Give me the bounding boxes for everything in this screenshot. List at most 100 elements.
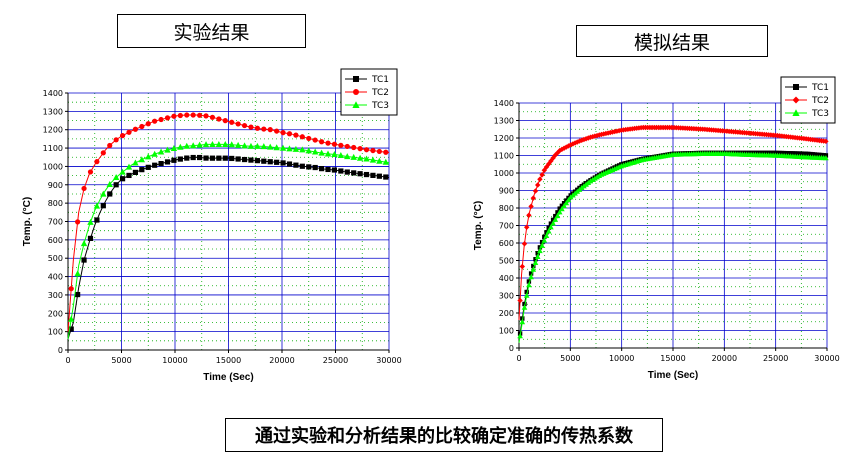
legend: TC1 TC2 TC3 bbox=[340, 68, 398, 116]
data-point-tc2 bbox=[145, 121, 151, 127]
data-point-tc3 bbox=[587, 178, 594, 184]
y-tick-label: 1100 bbox=[494, 152, 514, 161]
data-point-tc3 bbox=[548, 224, 554, 230]
data-point-tc1 bbox=[68, 326, 74, 332]
data-point-tc2 bbox=[312, 137, 318, 143]
x-tick-label: 30000 bbox=[376, 356, 401, 365]
data-point-tc2 bbox=[209, 114, 216, 120]
data-point-tc1 bbox=[203, 155, 209, 161]
data-point-tc2 bbox=[254, 125, 260, 131]
data-point-tc1 bbox=[383, 174, 389, 180]
data-point-tc1 bbox=[535, 251, 540, 256]
data-point-tc1 bbox=[119, 176, 126, 182]
data-point-tc1 bbox=[184, 155, 190, 161]
data-point-tc3 bbox=[241, 142, 248, 149]
y-tick-label: 900 bbox=[48, 181, 63, 190]
data-point-tc3 bbox=[550, 220, 556, 226]
data-point-tc3 bbox=[526, 282, 532, 288]
data-point-tc2 bbox=[241, 122, 248, 129]
caption: 通过实验和分析结果的比较确定准确的传热系数 bbox=[225, 418, 663, 452]
data-point-tc3 bbox=[183, 142, 190, 149]
data-point-tc3 bbox=[382, 158, 389, 165]
x-tick-label: 5000 bbox=[111, 356, 131, 365]
data-point-tc2 bbox=[338, 142, 344, 148]
simulation-results-chart: 0 100 200 300 400 500 600 700 800 900 1000 1100 1200… bbox=[473, 76, 840, 381]
data-point-tc1 bbox=[531, 263, 536, 269]
y-tick-label: 1000 bbox=[43, 162, 63, 171]
data-point-tc2 bbox=[517, 297, 523, 304]
data-point-tc3 bbox=[68, 315, 75, 322]
data-point-tc1 bbox=[216, 155, 222, 161]
axes: 0 100 200 300 400 500 600 700 800 900 1000 1100 1200… bbox=[494, 99, 840, 363]
data-point-tc3 bbox=[215, 141, 223, 147]
data-point-tc3 bbox=[100, 190, 107, 197]
data-point-tc2 bbox=[318, 139, 325, 145]
data-point-tc3 bbox=[537, 247, 543, 254]
data-point-tc2 bbox=[351, 144, 357, 151]
data-point-tc3 bbox=[157, 148, 165, 155]
data-point-tc2 bbox=[190, 112, 196, 118]
data-point-tc3 bbox=[299, 146, 306, 153]
legend-label-tc3: TC3 bbox=[811, 109, 829, 119]
data-point-tc1 bbox=[803, 151, 809, 156]
data-point-tc1 bbox=[81, 257, 87, 263]
data-point-tc2 bbox=[203, 113, 209, 119]
data-point-tc1 bbox=[229, 155, 235, 162]
data-point-tc1 bbox=[524, 289, 529, 295]
y-tick-label: 1000 bbox=[494, 169, 514, 178]
data-point-tc2 bbox=[222, 118, 228, 124]
data-point-tc3 bbox=[318, 149, 325, 156]
grid bbox=[68, 92, 390, 350]
data-point-tc3 bbox=[228, 141, 235, 148]
data-point-tc3 bbox=[279, 144, 287, 151]
data-point-tc3 bbox=[125, 163, 133, 170]
y-tick-label: 200 bbox=[48, 309, 63, 318]
data-point-tc3 bbox=[286, 145, 293, 152]
legend-marker-tc3 bbox=[792, 109, 800, 116]
data-point-tc1 bbox=[94, 217, 100, 223]
data-point-tc3 bbox=[202, 141, 210, 148]
y-tick-label: 700 bbox=[48, 218, 63, 227]
data-point-tc3 bbox=[234, 141, 242, 148]
data-point-tc3 bbox=[267, 143, 274, 150]
x-axis-label: Time (Sec) bbox=[203, 372, 253, 383]
legend-marker-tc2 bbox=[792, 96, 800, 104]
data-point-tc2 bbox=[126, 129, 132, 135]
data-point-tc2 bbox=[100, 150, 106, 156]
data-point-tc3 bbox=[112, 174, 120, 181]
data-point-tc2 bbox=[235, 121, 241, 127]
data-point-tc2 bbox=[139, 123, 145, 130]
x-tick-label: 15000 bbox=[660, 354, 685, 363]
data-point-tc2 bbox=[535, 182, 541, 188]
data-point-tc3 bbox=[530, 266, 537, 272]
data-point-tc2 bbox=[306, 135, 312, 142]
data-point-tc3 bbox=[164, 146, 171, 153]
data-point-tc2 bbox=[171, 113, 177, 119]
data-point-tc2 bbox=[152, 118, 158, 124]
data-point-tc2 bbox=[164, 115, 171, 121]
y-tick-label: 200 bbox=[499, 309, 514, 318]
y-axis-label: Temp. (°C) bbox=[473, 201, 484, 250]
data-point-tc3 bbox=[344, 153, 351, 160]
data-point-tc1 bbox=[814, 152, 820, 157]
data-point-tc2 bbox=[229, 119, 235, 125]
data-point-tc2 bbox=[543, 164, 550, 170]
data-point-tc2 bbox=[286, 131, 293, 137]
data-point-tc1 bbox=[177, 156, 183, 162]
y-tick-label: 1200 bbox=[494, 134, 514, 143]
data-point-tc3 bbox=[273, 144, 280, 151]
data-point-tc3 bbox=[552, 216, 559, 222]
data-point-tc1 bbox=[351, 170, 357, 176]
data-point-tc1 bbox=[164, 159, 171, 165]
data-point-tc3 bbox=[539, 242, 545, 248]
right-chart-title: 模拟结果 bbox=[576, 25, 768, 57]
data-point-tc1 bbox=[261, 158, 267, 164]
data-point-tc2 bbox=[299, 134, 305, 140]
data-point-tc3 bbox=[559, 206, 565, 212]
data-point-tc2 bbox=[113, 137, 119, 143]
data-point-tc3 bbox=[376, 157, 383, 164]
y-tick-label: 1300 bbox=[494, 117, 514, 126]
data-point-tc1 bbox=[197, 154, 203, 161]
data-point-tc2 bbox=[75, 219, 81, 225]
data-point-tc3 bbox=[534, 253, 541, 259]
